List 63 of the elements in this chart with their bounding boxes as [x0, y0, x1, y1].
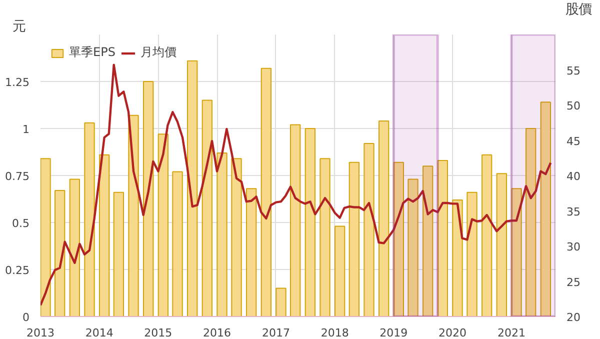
y-tick-label: 0.25	[5, 264, 30, 277]
bar	[172, 171, 183, 316]
bar	[422, 166, 434, 316]
legend-label: 月均價	[140, 44, 176, 61]
bar	[260, 68, 272, 316]
y-tick-label: 0.75	[5, 170, 30, 183]
x-tick-label: 2021	[498, 326, 526, 339]
y2-tick-label: 55	[566, 64, 580, 78]
y2-tick-label: 20	[566, 311, 580, 324]
x-tick-label: 2017	[262, 326, 290, 339]
bar	[511, 188, 522, 316]
x-tick-label: 2016	[203, 326, 232, 339]
line-series	[40, 64, 552, 306]
bar	[437, 160, 448, 316]
bar	[69, 178, 80, 316]
bar	[158, 134, 168, 316]
bar	[304, 128, 316, 316]
y2-tick-label: 45	[566, 134, 580, 148]
y-tick-label: 0	[22, 311, 30, 324]
bar	[466, 192, 478, 316]
y-tick-label: 1.25	[5, 76, 30, 89]
bar	[482, 154, 492, 316]
bar	[320, 158, 330, 316]
x-tick-label: 2014	[85, 326, 114, 339]
x-tick-label: 2018	[320, 326, 349, 339]
x-tick-label: 2019	[380, 326, 408, 339]
bar	[452, 199, 463, 316]
bar	[128, 114, 139, 316]
bar	[187, 60, 198, 316]
bar	[246, 188, 257, 316]
bar	[40, 158, 51, 316]
bar	[98, 154, 110, 316]
legend-label: 單季EPS	[69, 44, 116, 61]
bar	[84, 122, 95, 316]
bar	[378, 120, 390, 316]
bar	[334, 226, 346, 316]
bar	[54, 190, 66, 316]
y-axis-title: 元	[12, 20, 26, 34]
y2-tick-label: 30	[566, 240, 580, 254]
x-tick-label: 2013	[26, 326, 55, 339]
bar	[290, 124, 301, 316]
bar	[526, 128, 536, 316]
y2-tick-label: 35	[566, 205, 580, 218]
y2-axis-title: 股價	[566, 2, 592, 18]
bar	[276, 288, 286, 316]
bar	[113, 192, 124, 316]
bar	[496, 173, 507, 316]
bar	[393, 162, 404, 316]
bar	[540, 102, 552, 316]
bar	[202, 100, 213, 316]
y2-tick-label: 25	[566, 276, 580, 289]
bar	[364, 143, 374, 316]
bar	[216, 152, 228, 316]
y-tick-label: 1	[22, 123, 30, 136]
y-tick-label: 0.5	[12, 217, 30, 230]
x-tick-label: 2015	[144, 326, 172, 339]
y2-tick-label: 50	[566, 100, 580, 112]
bar	[408, 178, 418, 316]
bar	[231, 158, 242, 316]
bar	[143, 81, 154, 316]
y2-tick-label: 40	[566, 170, 580, 183]
bar	[348, 162, 360, 316]
x-tick-label: 2020	[438, 326, 467, 339]
